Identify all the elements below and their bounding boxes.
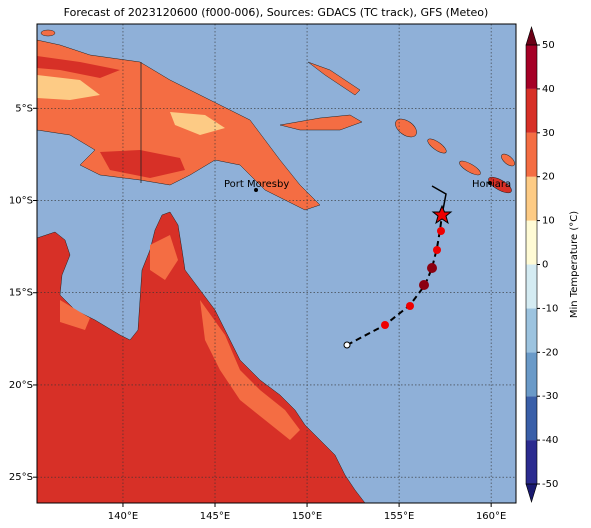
colorbar-bin — [526, 45, 537, 89]
land-island — [488, 176, 512, 194]
lat-tick-label: 5°S — [15, 103, 33, 114]
track-point — [427, 263, 437, 273]
colorbar-tick-label: 20 — [542, 172, 555, 183]
land-island — [501, 153, 515, 167]
land-island — [40, 29, 56, 37]
colorbar-tick-label: -20 — [542, 347, 558, 358]
lon-tick-label: 150°E — [292, 511, 322, 522]
lat-tick-label: 25°S — [9, 472, 33, 483]
land-cool-zone — [170, 112, 225, 135]
lat-tick-label: 20°S — [9, 380, 33, 391]
land-cool-zone — [200, 300, 300, 440]
land-warm-zone — [37, 56, 120, 78]
colorbar-bin — [526, 264, 537, 309]
land-island — [459, 160, 481, 176]
colorbar-bin — [526, 220, 537, 265]
map-area: Port Moresby Honiara — [37, 24, 516, 503]
land-cool-zone — [60, 300, 90, 330]
land-island — [427, 138, 447, 154]
colorbar-tick-label: -40 — [542, 435, 558, 446]
colorbar-label: Min Temperature (°C) — [569, 211, 580, 318]
land-cool-zone — [150, 235, 178, 280]
colorbar-bin — [526, 176, 537, 221]
colorbar-tick-label: -50 — [542, 479, 558, 490]
track-point — [419, 280, 429, 290]
colorbar: -50 -40 -30 -20 -10 0 10 20 30 40 50 Min Temperatur… — [525, 25, 580, 504]
city-marker — [488, 181, 492, 185]
colorbar-tick-label: -10 — [542, 303, 558, 314]
colorbar-tick-label: 10 — [542, 216, 555, 227]
land-island — [395, 118, 417, 138]
map-frame — [36, 23, 517, 504]
lon-tick-label: 160°E — [476, 511, 506, 522]
track-point — [437, 227, 445, 235]
colorbar-bin — [526, 396, 537, 441]
track-point — [433, 246, 441, 254]
track-point — [343, 341, 351, 349]
land-warm-zone — [100, 150, 185, 178]
land-new-ireland — [307, 61, 361, 96]
colorbar-extend — [525, 483, 538, 504]
lon-tick-label: 155°E — [384, 511, 414, 522]
colorbar-tick-label: 40 — [542, 84, 555, 95]
lat-tick-label: 10°S — [9, 196, 33, 207]
colorbar-tick-label: -30 — [542, 391, 558, 402]
colorbar-bin — [526, 308, 537, 353]
colorbar-bin — [526, 440, 537, 484]
track-point — [381, 321, 389, 329]
graticule — [37, 24, 516, 503]
lon-tick-label: 140°E — [108, 511, 138, 522]
land-new-britain — [279, 114, 363, 131]
lon-tick-label: 145°E — [200, 511, 230, 522]
lat-tick-label: 15°S — [9, 288, 33, 299]
colorbar-tick-label: 0 — [542, 260, 548, 271]
city-marker — [254, 188, 258, 192]
track-point — [406, 302, 414, 310]
colorbar-bin — [526, 132, 537, 177]
city-label: Honiara — [472, 179, 511, 190]
colorbar-bin — [526, 352, 537, 397]
land-cool-zone — [37, 75, 100, 100]
colorbar-bin — [526, 88, 537, 133]
colorbar-extend — [525, 25, 538, 46]
city-label: Port Moresby — [224, 179, 289, 190]
colorbar-tick-label: 30 — [542, 128, 555, 139]
current-position — [431, 204, 453, 225]
colorbar-tick-label: 50 — [542, 40, 555, 51]
map-title: Forecast of 2023120600 (f000-006), Sourc… — [64, 6, 489, 19]
